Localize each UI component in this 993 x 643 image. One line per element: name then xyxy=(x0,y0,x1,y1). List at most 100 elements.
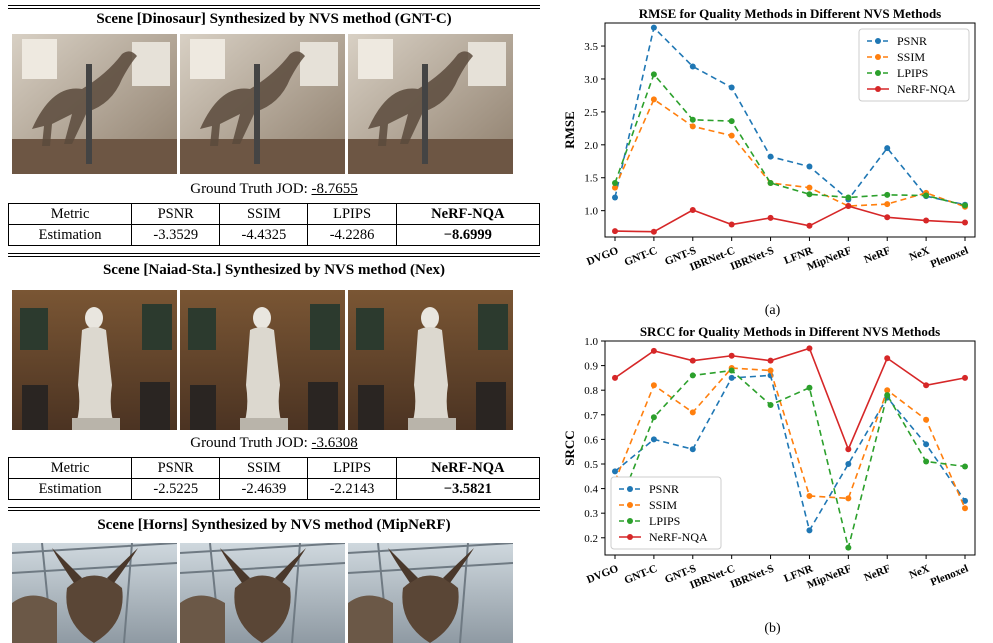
data-point xyxy=(806,163,813,170)
legend-label: PSNR xyxy=(649,482,679,496)
y-tick-label: 0.4 xyxy=(584,484,598,496)
dinosaur-image-2 xyxy=(180,34,345,174)
data-point xyxy=(728,367,735,374)
header-metric: Metric xyxy=(7,203,133,225)
cell-lpips: -4.2286 xyxy=(307,224,397,246)
legend-label: PSNR xyxy=(897,34,927,48)
y-tick-label: 0.7 xyxy=(584,410,598,422)
y-tick-label: 1.0 xyxy=(584,336,598,348)
data-point xyxy=(650,414,657,421)
legend-label: SSIM xyxy=(897,50,925,64)
cell-lpips: -2.2143 xyxy=(307,478,397,500)
horns-image-3 xyxy=(348,543,513,643)
data-point xyxy=(650,71,657,78)
data-point xyxy=(767,367,774,374)
data-point xyxy=(689,123,696,130)
data-point xyxy=(923,416,930,423)
header-psnr: PSNR xyxy=(131,203,221,225)
header-metric: Metric xyxy=(7,457,133,479)
data-point xyxy=(767,214,774,221)
legend-label: NeRF-NQA xyxy=(649,530,708,544)
data-point xyxy=(612,194,618,201)
x-tick-label: NeX xyxy=(907,563,931,582)
table-row: Estimation -3.3529 -4.4325 -4.2286 −8.69… xyxy=(7,224,541,246)
y-tick-label: 0.2 xyxy=(584,533,598,545)
cell-psnr: -2.5225 xyxy=(131,478,221,500)
data-point xyxy=(767,357,774,364)
data-point xyxy=(845,194,852,201)
rmse-chart: RMSE for Quality Methods in Different NV… xyxy=(562,6,976,274)
y-tick-label: 0.6 xyxy=(584,434,598,446)
data-point xyxy=(650,436,657,443)
data-point xyxy=(728,132,735,139)
y-tick-label: 0.9 xyxy=(584,361,598,373)
legend-marker xyxy=(627,502,633,508)
y-tick-label: 1.5 xyxy=(584,173,598,185)
horns-image-2 xyxy=(180,543,345,643)
header-nerf-nqa: NeRF-NQA xyxy=(395,457,541,479)
x-tick-label: DVGO xyxy=(585,562,621,586)
data-point xyxy=(689,409,696,416)
series-line xyxy=(614,369,966,548)
naiad-image-1 xyxy=(12,290,177,430)
series-line xyxy=(614,26,966,206)
data-point xyxy=(689,207,696,214)
ground-truth-jod-2: Ground Truth JOD: -3.6308 xyxy=(190,435,358,451)
data-point xyxy=(767,153,774,160)
cell-nerf-nqa: −3.5821 xyxy=(395,478,541,500)
x-tick-label: Plenoxel xyxy=(929,563,970,589)
data-point xyxy=(650,347,657,354)
chart-title: SRCC for Quality Methods in Different NV… xyxy=(640,324,940,339)
header-lpips: LPIPS xyxy=(307,203,397,225)
data-point xyxy=(845,460,852,467)
data-point xyxy=(923,458,930,465)
plot-frame xyxy=(604,22,976,238)
data-point xyxy=(767,180,774,187)
dinosaur-image-3 xyxy=(348,34,513,174)
data-point xyxy=(923,441,930,448)
legend-label: SSIM xyxy=(649,498,677,512)
data-point xyxy=(923,192,930,199)
legend-marker xyxy=(627,518,633,524)
y-tick-label: 3.5 xyxy=(584,41,598,53)
data-point xyxy=(923,382,930,389)
data-point xyxy=(612,468,618,475)
legend-label: LPIPS xyxy=(649,514,680,528)
cell-nerf-nqa: −8.6999 xyxy=(395,224,541,246)
data-point xyxy=(728,221,735,228)
data-point xyxy=(884,201,891,208)
data-point xyxy=(923,217,930,224)
y-tick-label: 1.0 xyxy=(584,206,598,218)
data-point xyxy=(962,497,968,504)
series-line xyxy=(614,367,966,509)
x-tick-label: NeRF xyxy=(862,245,892,267)
x-tick-label: GNT-C xyxy=(623,563,659,587)
scene-title-2: Scene [Naiad-Sta.] Synthesized by NVS me… xyxy=(102,262,446,278)
y-tick-label: 3.0 xyxy=(584,74,598,86)
data-point xyxy=(612,374,618,381)
data-point xyxy=(650,96,657,103)
y-tick-label: 2.0 xyxy=(584,140,598,152)
y-axis-label: SRCC xyxy=(562,430,577,465)
x-tick-label: DVGO xyxy=(585,244,621,268)
y-tick-label: 0.8 xyxy=(584,385,598,397)
data-point xyxy=(650,228,657,235)
data-point xyxy=(689,63,696,70)
x-tick-label: MipNeRF xyxy=(805,245,853,274)
cell-estimation: Estimation xyxy=(7,478,133,500)
data-point xyxy=(806,492,813,499)
data-point xyxy=(728,374,735,381)
data-point xyxy=(884,214,891,221)
x-tick-label: IBRNet-S xyxy=(729,563,776,591)
data-point xyxy=(689,372,696,379)
metric-table-2: Metric PSNR SSIM LPIPS NeRF-NQA Estimati… xyxy=(7,457,541,500)
x-tick-label: IBRNet-C xyxy=(688,563,737,592)
data-point xyxy=(806,222,813,229)
data-point xyxy=(806,384,813,391)
scene-title-1: Scene [Dinosaur] Synthesized by NVS meth… xyxy=(96,11,452,27)
data-point xyxy=(962,219,968,226)
rule-top xyxy=(8,5,540,9)
data-point xyxy=(689,357,696,364)
legend xyxy=(610,476,722,550)
legend-marker xyxy=(875,54,881,60)
